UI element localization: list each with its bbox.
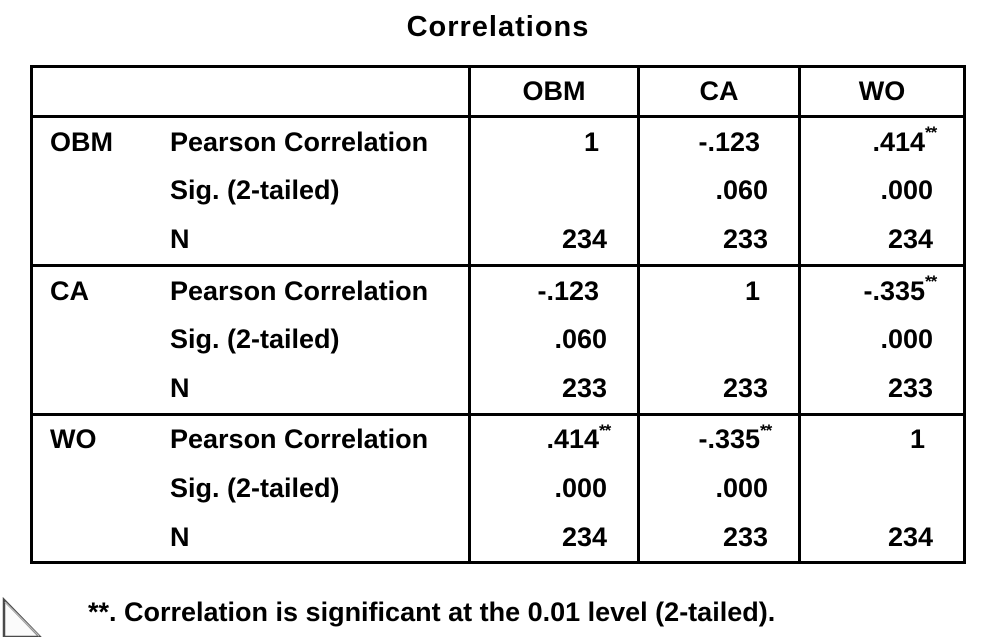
cell-obm-wo-pearson: .414 ** [798,118,963,167]
stat-label-pearson: Pearson Correlation [170,126,429,157]
significance-marker: ** [925,123,937,143]
correlations-table: OBM CA WO OBM Pearson Correlation 1 -.12… [30,65,966,565]
stat-label-pearson: Pearson Correlation [170,424,429,455]
cell-ca-obm-n: 233 [468,363,637,413]
significance-marker: ** [599,420,611,440]
cell-obm-wo-sig: .000 [798,166,963,216]
cell-ca-obm-sig: .060 [468,315,637,364]
mouse-pointer-icon [2,596,42,637]
cell-obm-wo-n: 234 [798,215,963,264]
table-title: Correlations [406,11,590,43]
cell-wo-wo-pearson: 1 [798,415,963,465]
table-block-ca: CA Pearson Correlation -.123 1 -.335 ** S… [33,266,963,416]
stat-label-pearson: Pearson Correlation [170,275,429,306]
cell-obm-ca-sig: .060 [637,166,798,216]
significance-marker: ** [760,420,772,440]
row-label-obm-n: N [33,215,468,264]
cell-ca-ca-pearson: 1 [637,266,798,316]
cell-obm-obm-sig [468,166,637,216]
cell-ca-obm-pearson: -.123 [468,266,637,316]
column-header-wo: WO [798,68,963,115]
cell-wo-ca-pearson: -.335 ** [637,415,798,465]
stat-label-sig: Sig. (2-tailed) [170,472,340,503]
row-label-wo-sig: Sig. (2-tailed) [33,464,468,513]
cell-wo-obm-sig: .000 [468,464,637,513]
cell-wo-obm-n: 234 [468,512,637,562]
row-label-wo-pearson: WO Pearson Correlation [33,416,468,465]
cell-ca-wo-pearson: -.335 ** [798,266,963,316]
row-label-ca-pearson: CA Pearson Correlation [33,267,468,316]
cell-wo-ca-sig: .000 [637,464,798,513]
cell-ca-wo-n: 233 [798,363,963,413]
variable-label-wo: WO [50,424,97,455]
column-header-ca: CA [637,68,798,115]
column-header-obm: OBM [468,68,637,115]
row-label-ca-n: N [33,364,468,413]
cell-obm-ca-pearson: -.123 [637,118,798,167]
row-label-wo-n: N [33,513,468,562]
table-block-obm: OBM Pearson Correlation 1 -.123 .414 ** S… [33,118,963,267]
cell-obm-ca-n: 233 [637,215,798,264]
cell-wo-ca-n: 233 [637,512,798,562]
cell-obm-obm-n: 234 [468,215,637,264]
variable-label-ca: CA [50,275,89,306]
significance-marker: ** [925,272,937,292]
significance-footnote: **. Correlation is significant at the 0.… [88,597,775,628]
row-label-obm-sig: Sig. (2-tailed) [33,167,468,216]
stat-label-n: N [170,521,190,552]
cell-wo-obm-pearson: .414 ** [468,415,637,465]
stat-label-n: N [170,223,190,254]
table-header-row: OBM CA WO [33,68,963,118]
cell-ca-ca-sig [637,315,798,364]
cell-ca-ca-n: 233 [637,363,798,413]
cell-wo-wo-n: 234 [798,512,963,562]
footnote-text: . Correlation is significant at the 0.01… [109,597,776,627]
stat-label-n: N [170,372,190,403]
row-label-obm-pearson: OBM Pearson Correlation [33,118,468,167]
row-label-ca-sig: Sig. (2-tailed) [33,315,468,364]
stat-label-sig: Sig. (2-tailed) [170,175,340,206]
cell-ca-wo-sig: .000 [798,315,963,364]
variable-label-obm: OBM [50,126,113,157]
stat-label-sig: Sig. (2-tailed) [170,324,340,355]
footnote-marker: ** [88,597,110,627]
cell-wo-wo-sig [798,464,963,513]
table-block-wo: WO Pearson Correlation .414 ** -.335 ** 1 … [33,415,963,562]
cell-obm-obm-pearson: 1 [468,118,637,167]
corner-cell [33,68,468,115]
